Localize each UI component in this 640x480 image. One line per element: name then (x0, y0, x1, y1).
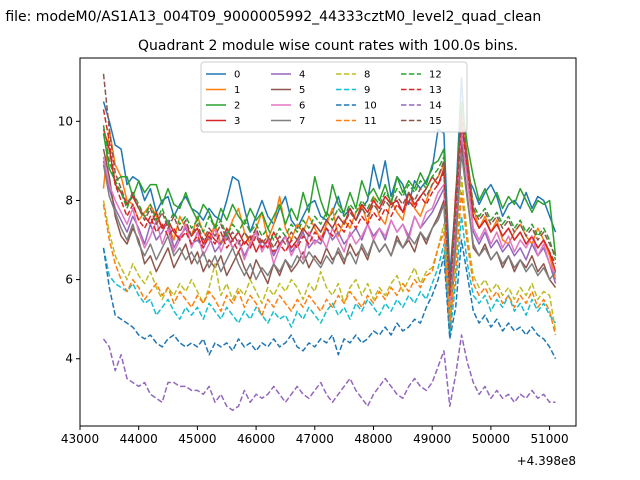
x-tick-label: 48000 (354, 432, 392, 446)
y-tick-label: 8 (65, 193, 73, 207)
legend-label: 0 (234, 70, 240, 81)
x-tick-label: 49000 (413, 432, 451, 446)
series-line-11 (102, 191, 557, 336)
series-line-13 (102, 109, 557, 297)
legend-label: 2 (234, 101, 240, 112)
series-line-3 (102, 124, 557, 297)
series-line-15 (102, 73, 557, 293)
y-tick-label: 4 (65, 352, 73, 366)
x-offset-label: +4.398e8 (517, 454, 576, 468)
y-tick-label: 6 (65, 273, 73, 287)
x-tick-label: 43000 (61, 432, 99, 446)
legend-label: 13 (429, 85, 442, 96)
chart-title: Quadrant 2 module wise count rates with … (138, 38, 518, 54)
legend-label: 3 (234, 116, 240, 127)
legend-label: 12 (429, 70, 442, 81)
legend-label: 4 (299, 70, 305, 81)
x-tick-label: 44000 (120, 432, 158, 446)
series-lines (102, 73, 557, 411)
figure-suptitle: n file: modeM0/AS1A13_004T09_9000005992_… (0, 9, 541, 25)
series-line-10 (102, 239, 557, 360)
series-line-14 (102, 334, 556, 411)
x-tick-label: 47000 (296, 432, 334, 446)
x-tick-label: 46000 (237, 432, 275, 446)
legend-label: 14 (429, 101, 442, 112)
series-line-6 (102, 128, 557, 305)
series-line-1 (102, 108, 557, 301)
series-line-12 (102, 108, 557, 289)
legend-label: 1 (234, 85, 240, 96)
legend-label: 6 (299, 101, 305, 112)
legend-label: 9 (364, 85, 370, 96)
legend-label: 8 (364, 70, 370, 81)
legend-label: 11 (364, 116, 377, 127)
series-line-2 (102, 100, 557, 309)
series-line-8 (102, 175, 557, 332)
plot-frame (79, 57, 577, 427)
series-line-7 (102, 152, 557, 324)
y-tick-label: 10 (58, 114, 73, 128)
legend-label: 15 (429, 116, 442, 127)
x-tick-label: 45000 (178, 432, 216, 446)
series-line-9 (102, 215, 557, 336)
x-tick-label: 51000 (530, 432, 568, 446)
axis-ticks: 43000 44000 45000 46000 47000 48000 49000 50000… (58, 114, 569, 446)
legend-label: 5 (299, 85, 305, 96)
x-tick-label: 50000 (472, 432, 510, 446)
legend-box (200, 61, 468, 133)
legend-label: 10 (364, 101, 377, 112)
legend-label: 7 (299, 116, 305, 127)
